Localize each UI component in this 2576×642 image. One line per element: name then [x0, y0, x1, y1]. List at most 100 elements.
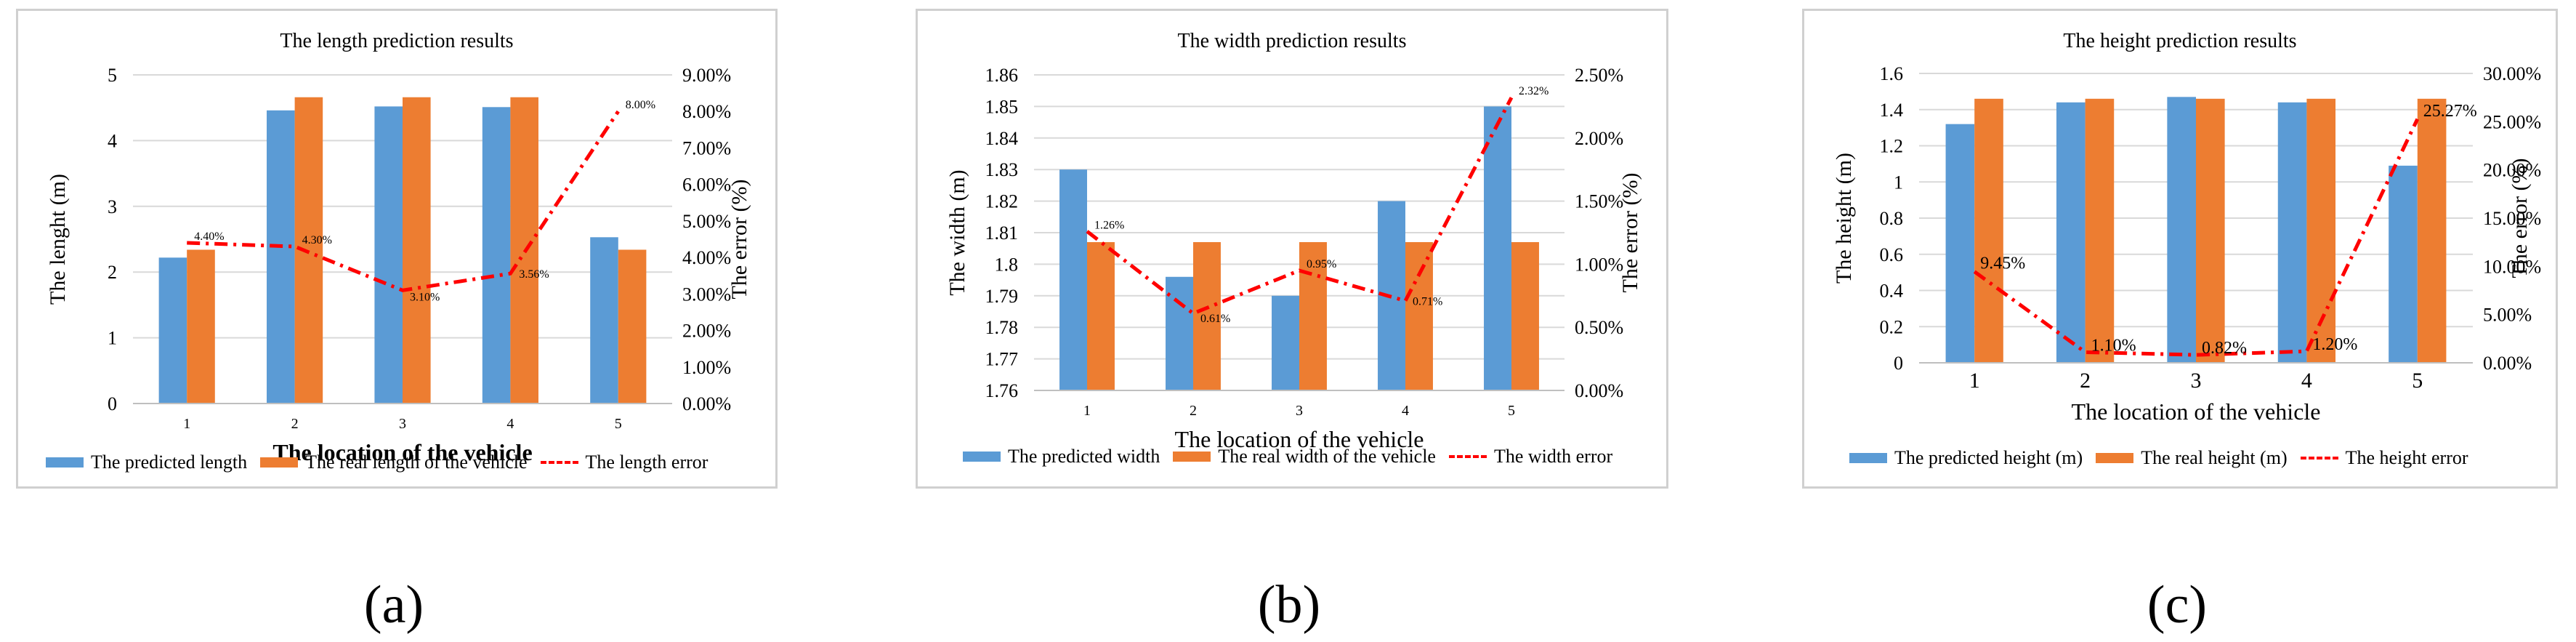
bar-predicted	[1059, 169, 1087, 390]
legend-label-predicted: The predicted length	[91, 452, 248, 473]
length-chart-panel: The length prediction results 0 1 2 3 4 5 0.00%…	[16, 9, 778, 489]
y2-tick-label: 4.00%	[682, 247, 731, 268]
error-data-label: 2.32%	[1519, 85, 1549, 97]
bar-real	[1299, 242, 1327, 390]
legend-swatch-real	[1173, 452, 1211, 462]
x-tick-label: 1	[183, 416, 190, 432]
y2-axis-title: The error (%)	[727, 180, 751, 300]
caption-b: (b)	[1257, 575, 1321, 635]
error-data-label: 0.95%	[1307, 258, 1336, 270]
y2-tick-label: 5.00%	[2483, 305, 2532, 326]
legend-swatch-predicted	[46, 457, 84, 468]
caption-c: (c)	[2147, 575, 2208, 635]
y2-tick-label: 3.00%	[682, 284, 731, 305]
y2-tick-label: 0.00%	[682, 393, 731, 414]
legend-item-predicted: The predicted length	[46, 452, 247, 473]
legend-item-error: The height error	[2300, 447, 2468, 469]
height-chart-panel: The height prediction results 0 0.2 0.4 0.6 0…	[1802, 9, 2558, 489]
legend-swatch-real	[2096, 453, 2134, 463]
error-data-label: 1.26%	[1094, 219, 1124, 231]
y2-tick-label: 15.00%	[2483, 208, 2541, 229]
bar-real	[2417, 98, 2447, 363]
bar-predicted	[2389, 165, 2418, 364]
error-data-label: 3.56%	[519, 268, 549, 281]
legend-item-error: The width error	[1448, 446, 1612, 468]
y-tick-label: 1.78	[985, 317, 1019, 338]
x-tick-label: 2	[1190, 403, 1197, 419]
y-tick-label: 1.76	[985, 380, 1019, 401]
error-data-label: 25.27%	[2423, 102, 2477, 121]
y-tick-label: 1.8	[995, 254, 1019, 275]
legend-swatch-error	[2300, 457, 2338, 460]
error-data-label: 4.30%	[302, 234, 332, 246]
y-tick-label: 3	[108, 196, 117, 217]
y2-tick-label: 25.00%	[2483, 111, 2541, 132]
y2-tick-label: 9.00%	[682, 65, 731, 86]
y2-tick-label: 2.00%	[682, 321, 731, 342]
x-tick-label: 2	[291, 416, 299, 432]
x-tick-label: 3	[1296, 403, 1303, 419]
legend-swatch-predicted	[1849, 453, 1887, 463]
height-legend: The predicted height (m) The real height…	[1849, 447, 2482, 469]
legend-item-real: The real length of the vehicle	[260, 452, 528, 473]
x-tick-label: 4	[506, 416, 514, 432]
legend-item-error: The length error	[540, 452, 708, 473]
x-tick-label: 5	[615, 416, 622, 432]
legend-item-predicted: The predicted height (m)	[1849, 447, 2083, 469]
length-chart: The length prediction results 0 1 2 3 4 5 0.00%…	[46, 30, 751, 465]
y-tick-label: 0	[108, 393, 117, 414]
y-tick-label: 5	[108, 65, 117, 86]
bar-predicted	[2056, 102, 2086, 364]
bar-predicted	[1945, 124, 1975, 363]
x-tick-label: 5	[1508, 403, 1515, 419]
y2-tick-label: 1.50%	[1575, 191, 1623, 212]
error-data-label: 4.40%	[194, 230, 224, 243]
width-legend: The predicted width The real width of th…	[963, 446, 1626, 468]
y-tick-label: 0.8	[1880, 208, 1904, 229]
bar-predicted	[1484, 106, 1511, 390]
y-tick-label: 1.2	[1880, 136, 1904, 157]
bar-predicted	[2167, 97, 2196, 363]
y2-axis-title: The error (%)	[1618, 173, 1642, 293]
bar-predicted	[482, 107, 511, 404]
y-tick-label: 0.2	[1880, 316, 1904, 337]
y-axis-title: The lenght (m)	[46, 174, 70, 305]
y-tick-label: 0.4	[1880, 281, 1904, 302]
y2-tick-label: 1.00%	[682, 357, 731, 378]
legend-swatch-real	[260, 457, 299, 468]
error-data-label: 3.10%	[410, 291, 440, 303]
y-tick-label: 1.83	[985, 159, 1019, 180]
y2-tick-label: 1.00%	[1575, 254, 1623, 275]
x-tick-label: 3	[2191, 369, 2202, 393]
bar-predicted	[590, 237, 618, 404]
y2-tick-label: 30.00%	[2483, 63, 2541, 84]
legend-swatch-error	[1448, 455, 1487, 458]
legend-item-real: The real width of the vehicle	[1173, 446, 1436, 468]
y-tick-label: 0.6	[1880, 244, 1904, 265]
bar-real	[1511, 242, 1539, 390]
error-line	[187, 110, 620, 292]
bar-predicted	[267, 110, 295, 404]
y-tick-label: 1.6	[1880, 63, 1904, 84]
y2-tick-label: 0.50%	[1575, 317, 1623, 338]
bar-real	[1193, 242, 1221, 390]
error-line	[1086, 97, 1514, 316]
x-tick-label: 4	[2301, 369, 2312, 393]
error-data-label: 0.61%	[1200, 313, 1230, 325]
y-tick-label: 1.84	[985, 128, 1019, 149]
y2-tick-label: 20.00%	[2483, 160, 2541, 181]
bar-predicted	[374, 106, 403, 404]
y-tick-label: 1.86	[985, 65, 1019, 86]
y2-tick-label: 6.00%	[682, 174, 731, 196]
chart-title: The length prediction results	[280, 30, 513, 52]
chart-title: The height prediction results	[2063, 30, 2296, 52]
error-data-label: 0.82%	[2202, 339, 2247, 358]
legend-swatch-error	[540, 461, 578, 464]
legend-item-real: The real height (m)	[2096, 447, 2288, 469]
y2-axis-title: The error (%)	[2508, 159, 2532, 278]
y-tick-label: 1	[1894, 172, 1903, 193]
y2-tick-label: 0.00%	[2483, 353, 2532, 374]
y2-tick-label: 10.00%	[2483, 256, 2541, 277]
x-tick-label: 2	[2080, 369, 2091, 393]
y-tick-label: 4	[108, 130, 117, 151]
